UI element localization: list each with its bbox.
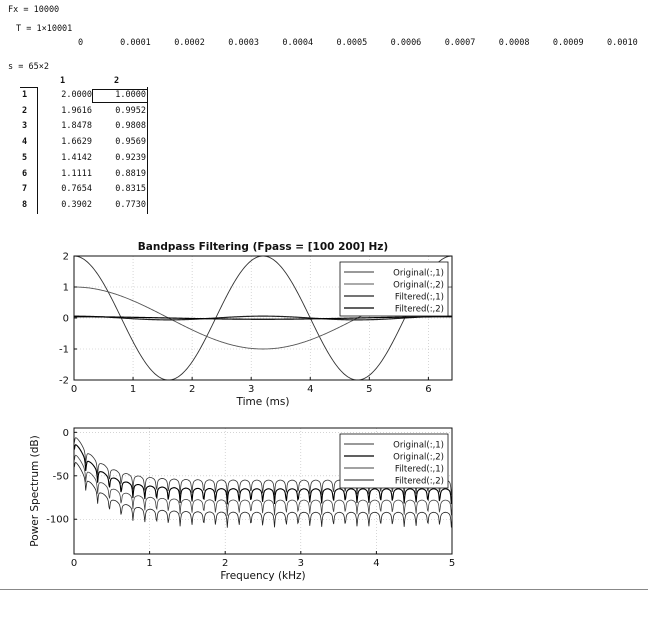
matrix-row-header: 3	[22, 121, 28, 132]
x-axis-label: Time (ms)	[236, 396, 290, 408]
legend-box	[339, 433, 449, 489]
matrix-row-header: 7	[22, 184, 28, 195]
y-tick-label: -100	[46, 515, 69, 526]
bottom-border	[0, 589, 648, 590]
matrix-row-header: 8	[22, 199, 28, 210]
y-axis-label: Power Spectrum (dB)	[29, 435, 41, 546]
legend-label: Filtered(:,1)	[395, 293, 444, 303]
x-tick-label: 4	[307, 384, 313, 395]
matrix-cell[interactable]: 0.9952	[115, 105, 146, 116]
x-tick-label: 0	[71, 384, 77, 395]
matrix-cell[interactable]: 0.7654	[61, 184, 92, 195]
matrix-display[interactable]: 1 2 1 2.0000 1.0000 2 1.9616 0.9952 3 1.8478 0.9…	[20, 76, 150, 214]
t-value: 0.0003	[228, 38, 260, 48]
legend-label: Filtered(:,2)	[395, 305, 444, 315]
legend-label: Filtered(:,1)	[395, 465, 444, 475]
matrix-row-header: 4	[22, 137, 28, 148]
matrix-cell[interactable]: 1.8478	[61, 121, 92, 132]
matrix-cell[interactable]: 1.9616	[61, 105, 92, 116]
s-variable-line: s = 65×2	[8, 62, 49, 72]
fs-variable-line: Fx = 10000	[8, 5, 60, 15]
plot-frame	[73, 427, 453, 555]
matrix-row-header: 1	[22, 90, 28, 100]
x-tick-label: 4	[373, 558, 379, 569]
matrix-cell[interactable]: 0.9569	[115, 137, 146, 148]
matrix-row-divider	[37, 87, 38, 214]
x-tick-label: 2	[222, 558, 228, 569]
matrix-cell[interactable]: 0.3902	[61, 199, 92, 210]
x-tick-label: 1	[130, 384, 136, 395]
y-tick-label: -50	[53, 471, 69, 482]
legend-label: Original(:,1)	[393, 441, 444, 451]
t-value: 0.0002	[174, 38, 205, 48]
y-tick-label: 1	[63, 283, 69, 294]
matrix-cell[interactable]: 0.8819	[115, 168, 146, 179]
legend-label: Original(:,1)	[393, 269, 444, 279]
x-axis-label: Frequency (kHz)	[220, 570, 305, 582]
matrix-col-header-2: 2	[114, 76, 120, 86]
legend-label: Original(:,2)	[393, 453, 444, 463]
t-value: 0.0004	[282, 38, 314, 48]
chart-title: Bandpass Filtering (Fpass = [100 200] Hz…	[138, 241, 388, 253]
matrix-cell[interactable]: 0.9808	[115, 121, 146, 132]
selected-cell-highlight	[92, 89, 148, 103]
t-value: 0	[78, 38, 84, 48]
x-tick-label: 5	[366, 384, 372, 395]
time-domain-chart: 0 1 2 3 4 5 6 2 1 0 -1 -2 Bandpass Filtering (Fpass …	[59, 241, 453, 408]
x-tick-label: 6	[425, 384, 431, 395]
x-tick-label: 0	[71, 558, 77, 569]
matrix-row-header: 2	[22, 105, 28, 116]
series-line	[74, 315, 452, 321]
matrix-row-header: 6	[22, 168, 28, 179]
x-tick-label: 2	[189, 384, 195, 395]
y-tick-label: 0	[63, 428, 69, 439]
matrix-cell[interactable]: 2.0000	[61, 90, 92, 100]
matrix-cell[interactable]: 0.8315	[115, 184, 146, 195]
matrix-cell[interactable]: 0.9239	[115, 152, 146, 163]
t-value: 0.0007	[444, 38, 476, 48]
t-value: 0.0006	[390, 38, 422, 48]
matrix-cell[interactable]: 1.1111	[61, 168, 92, 179]
legend-label: Filtered(:,2)	[395, 477, 444, 487]
x-tick-label: 3	[298, 558, 304, 569]
power-spectrum-chart: 0 1 2 3 4 5 0 -50 -100 Frequency (kHz) Power Spect…	[29, 427, 455, 582]
matrix-cell[interactable]: 1.6629	[61, 137, 92, 148]
series-line	[73, 454, 453, 516]
t-value: 0.0008	[498, 38, 530, 48]
matrix-cell[interactable]: 1.0000	[115, 90, 146, 100]
x-tick-label: 5	[449, 558, 455, 569]
matrix-col-header-1: 1	[60, 76, 66, 86]
y-tick-label: 0	[63, 314, 69, 325]
x-tick-label: 3	[248, 384, 254, 395]
legend-label: Original(:,2)	[393, 281, 444, 291]
matrix-header-divider	[20, 87, 38, 88]
series-line	[74, 316, 452, 320]
t-value: 0.0005	[336, 38, 368, 48]
matrix-row-header: 5	[22, 152, 28, 163]
y-tick-label: -1	[59, 345, 69, 356]
y-tick-label: -2	[59, 376, 69, 387]
series-line	[73, 444, 453, 505]
t-value: 0.0009	[552, 38, 584, 48]
t-value: 0.0010	[607, 38, 638, 48]
legend-box	[339, 261, 449, 317]
matrix-right-edge	[147, 87, 148, 214]
x-tick-label: 1	[146, 558, 152, 569]
matrix-cell[interactable]: 0.7730	[115, 199, 146, 210]
series-line	[73, 461, 453, 528]
matrix-cell[interactable]: 1.4142	[61, 152, 92, 163]
y-tick-label: 2	[63, 252, 69, 263]
t-variable-line: T = 1×10001	[16, 24, 73, 34]
t-value: 0.0001	[120, 38, 151, 48]
